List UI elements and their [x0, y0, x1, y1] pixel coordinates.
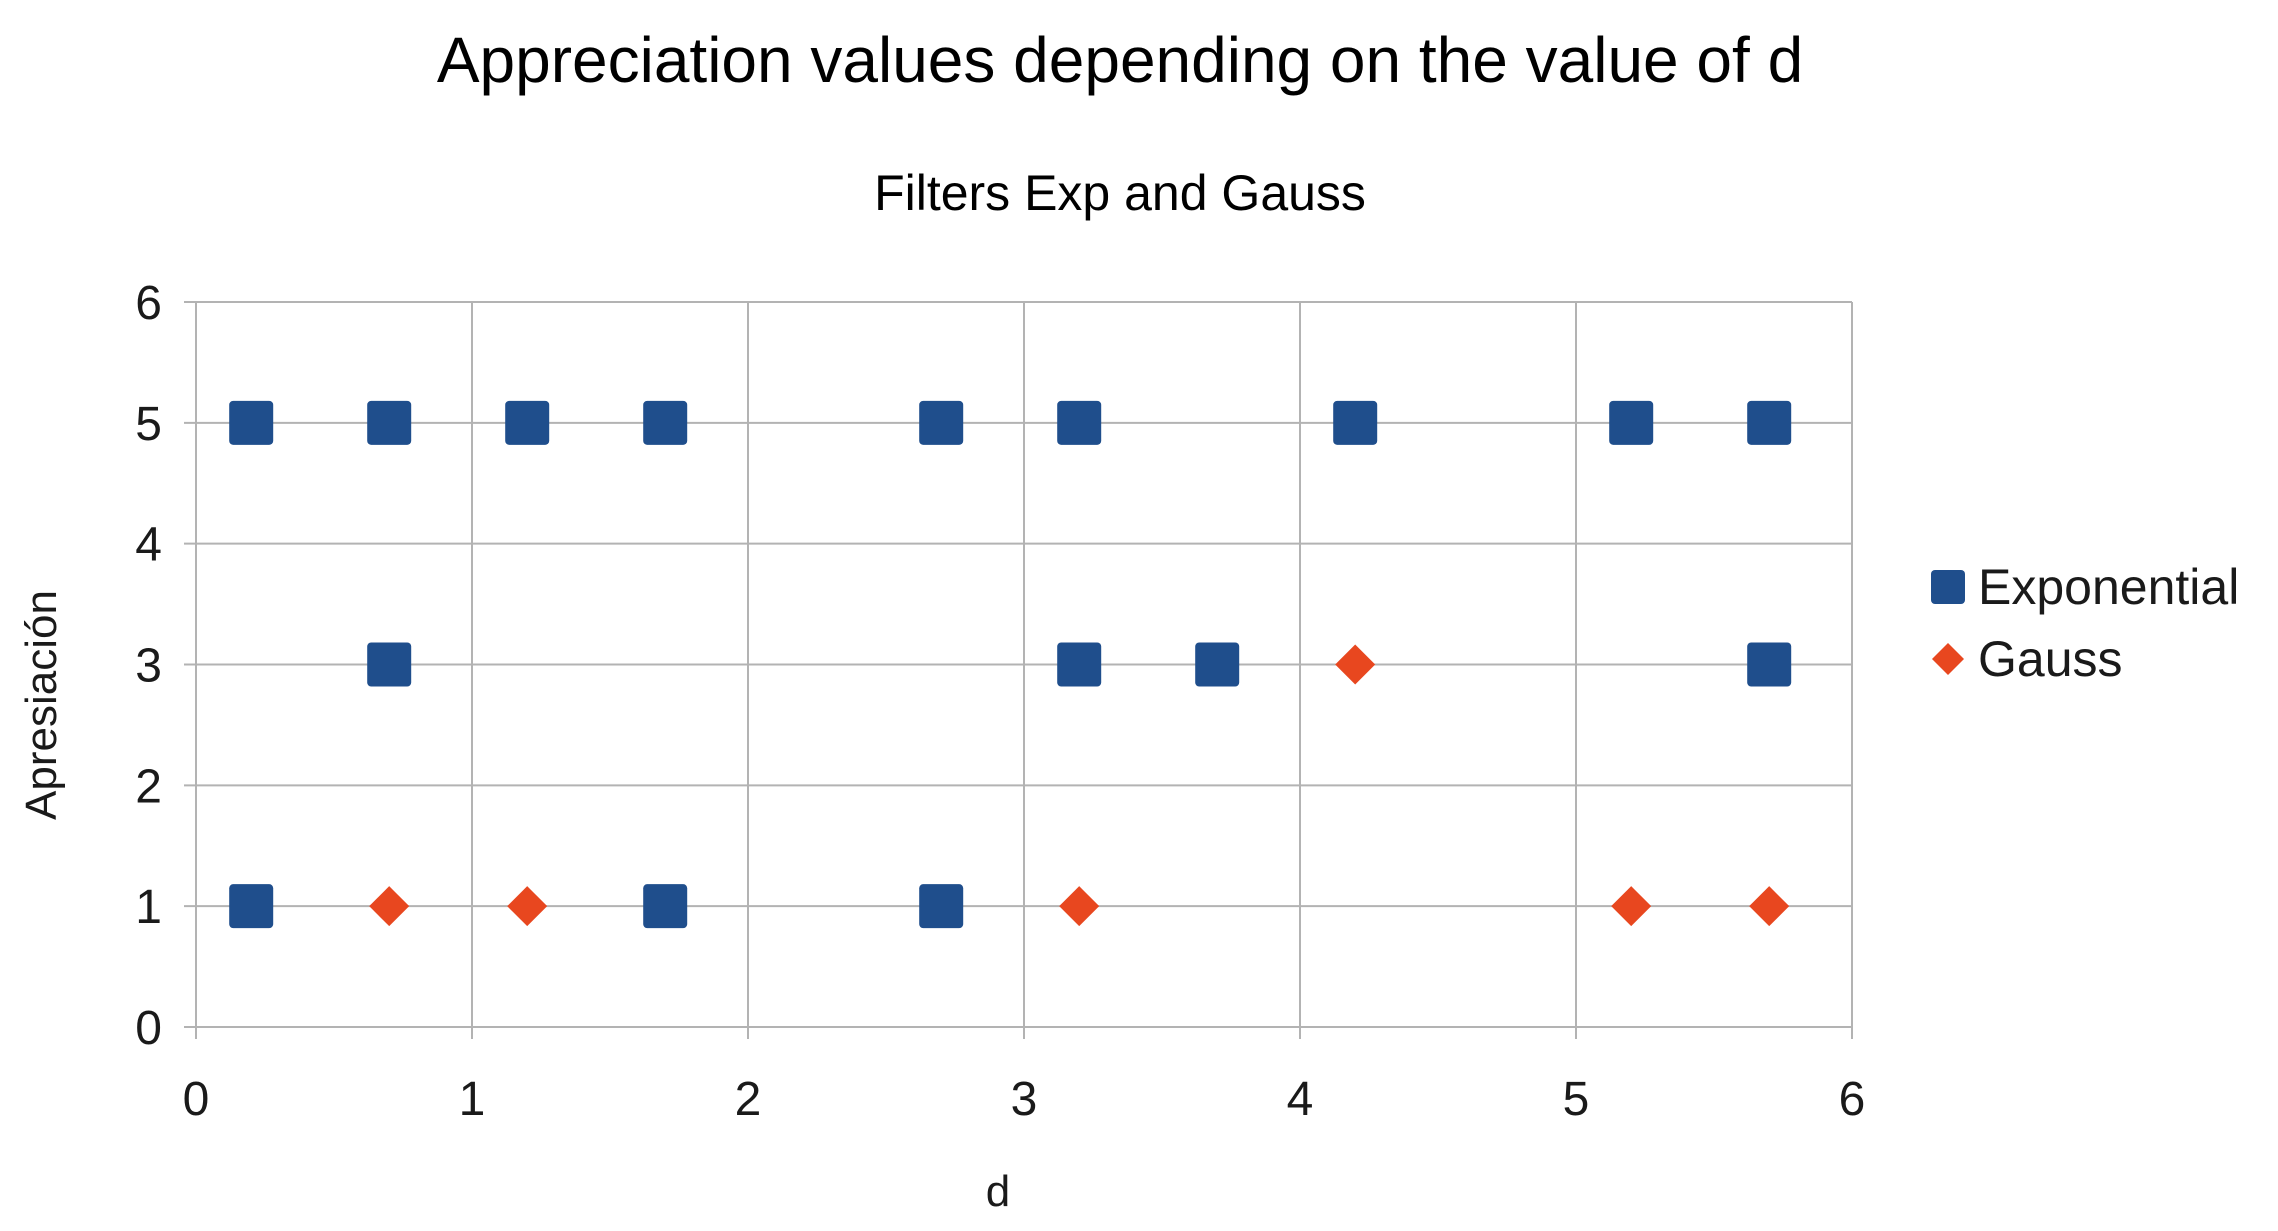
y-tick-label: 4 — [135, 519, 162, 572]
y-axis-label: Apresiación — [17, 590, 66, 820]
x-tick-label: 6 — [1839, 1073, 1866, 1126]
y-tick-label: 3 — [135, 640, 162, 693]
data-points — [229, 400, 1792, 929]
x-axis-label: d — [986, 1167, 1010, 1216]
x-tick-label: 1 — [459, 1073, 486, 1126]
exponential-point — [1333, 400, 1378, 445]
exponential-point — [643, 884, 688, 929]
legend: Exponential Gauss — [1931, 559, 2239, 687]
gauss-point — [1611, 886, 1652, 927]
exponential-point — [643, 400, 688, 445]
gauss-point — [1335, 644, 1376, 685]
x-tick-label: 5 — [1563, 1073, 1590, 1126]
exponential-point — [1195, 642, 1240, 687]
gauss-point — [1059, 886, 1100, 927]
gauss-point — [507, 886, 548, 927]
gridlines — [184, 301, 1853, 1039]
exponential-point — [229, 884, 274, 929]
exponential-point — [505, 400, 550, 445]
exponential-point — [1747, 400, 1792, 445]
axis-ticks: 0 1 2 3 4 5 6 0 1 2 3 4 5 6 — [135, 277, 1865, 1126]
x-tick-label: 4 — [1287, 1073, 1314, 1126]
exponential-point — [1609, 400, 1654, 445]
chart-subtitle: Filters Exp and Gauss — [874, 165, 1366, 221]
x-tick-label: 3 — [1011, 1073, 1038, 1126]
legend-exponential-label: Exponential — [1978, 559, 2239, 615]
x-tick-label: 2 — [735, 1073, 762, 1126]
exponential-point — [919, 884, 964, 929]
x-tick-label: 0 — [183, 1073, 210, 1126]
legend-gauss-icon — [1932, 643, 1964, 675]
chart-title: Appreciation values depending on the val… — [437, 24, 1803, 96]
y-tick-label: 0 — [135, 1002, 162, 1055]
y-tick-label: 1 — [135, 881, 162, 934]
exponential-point — [367, 400, 412, 445]
gauss-point — [369, 886, 410, 927]
y-tick-label: 5 — [135, 398, 162, 451]
exponential-point — [229, 400, 274, 445]
gauss-point — [1749, 886, 1790, 927]
exponential-point — [1747, 642, 1792, 687]
legend-gauss-label: Gauss — [1978, 631, 2123, 687]
legend-exponential-icon — [1931, 570, 1965, 604]
y-tick-label: 6 — [135, 277, 162, 330]
y-tick-label: 2 — [135, 760, 162, 813]
exponential-point — [367, 642, 412, 687]
exponential-point — [1057, 400, 1102, 445]
exponential-point — [919, 400, 964, 445]
exponential-point — [1057, 642, 1102, 687]
